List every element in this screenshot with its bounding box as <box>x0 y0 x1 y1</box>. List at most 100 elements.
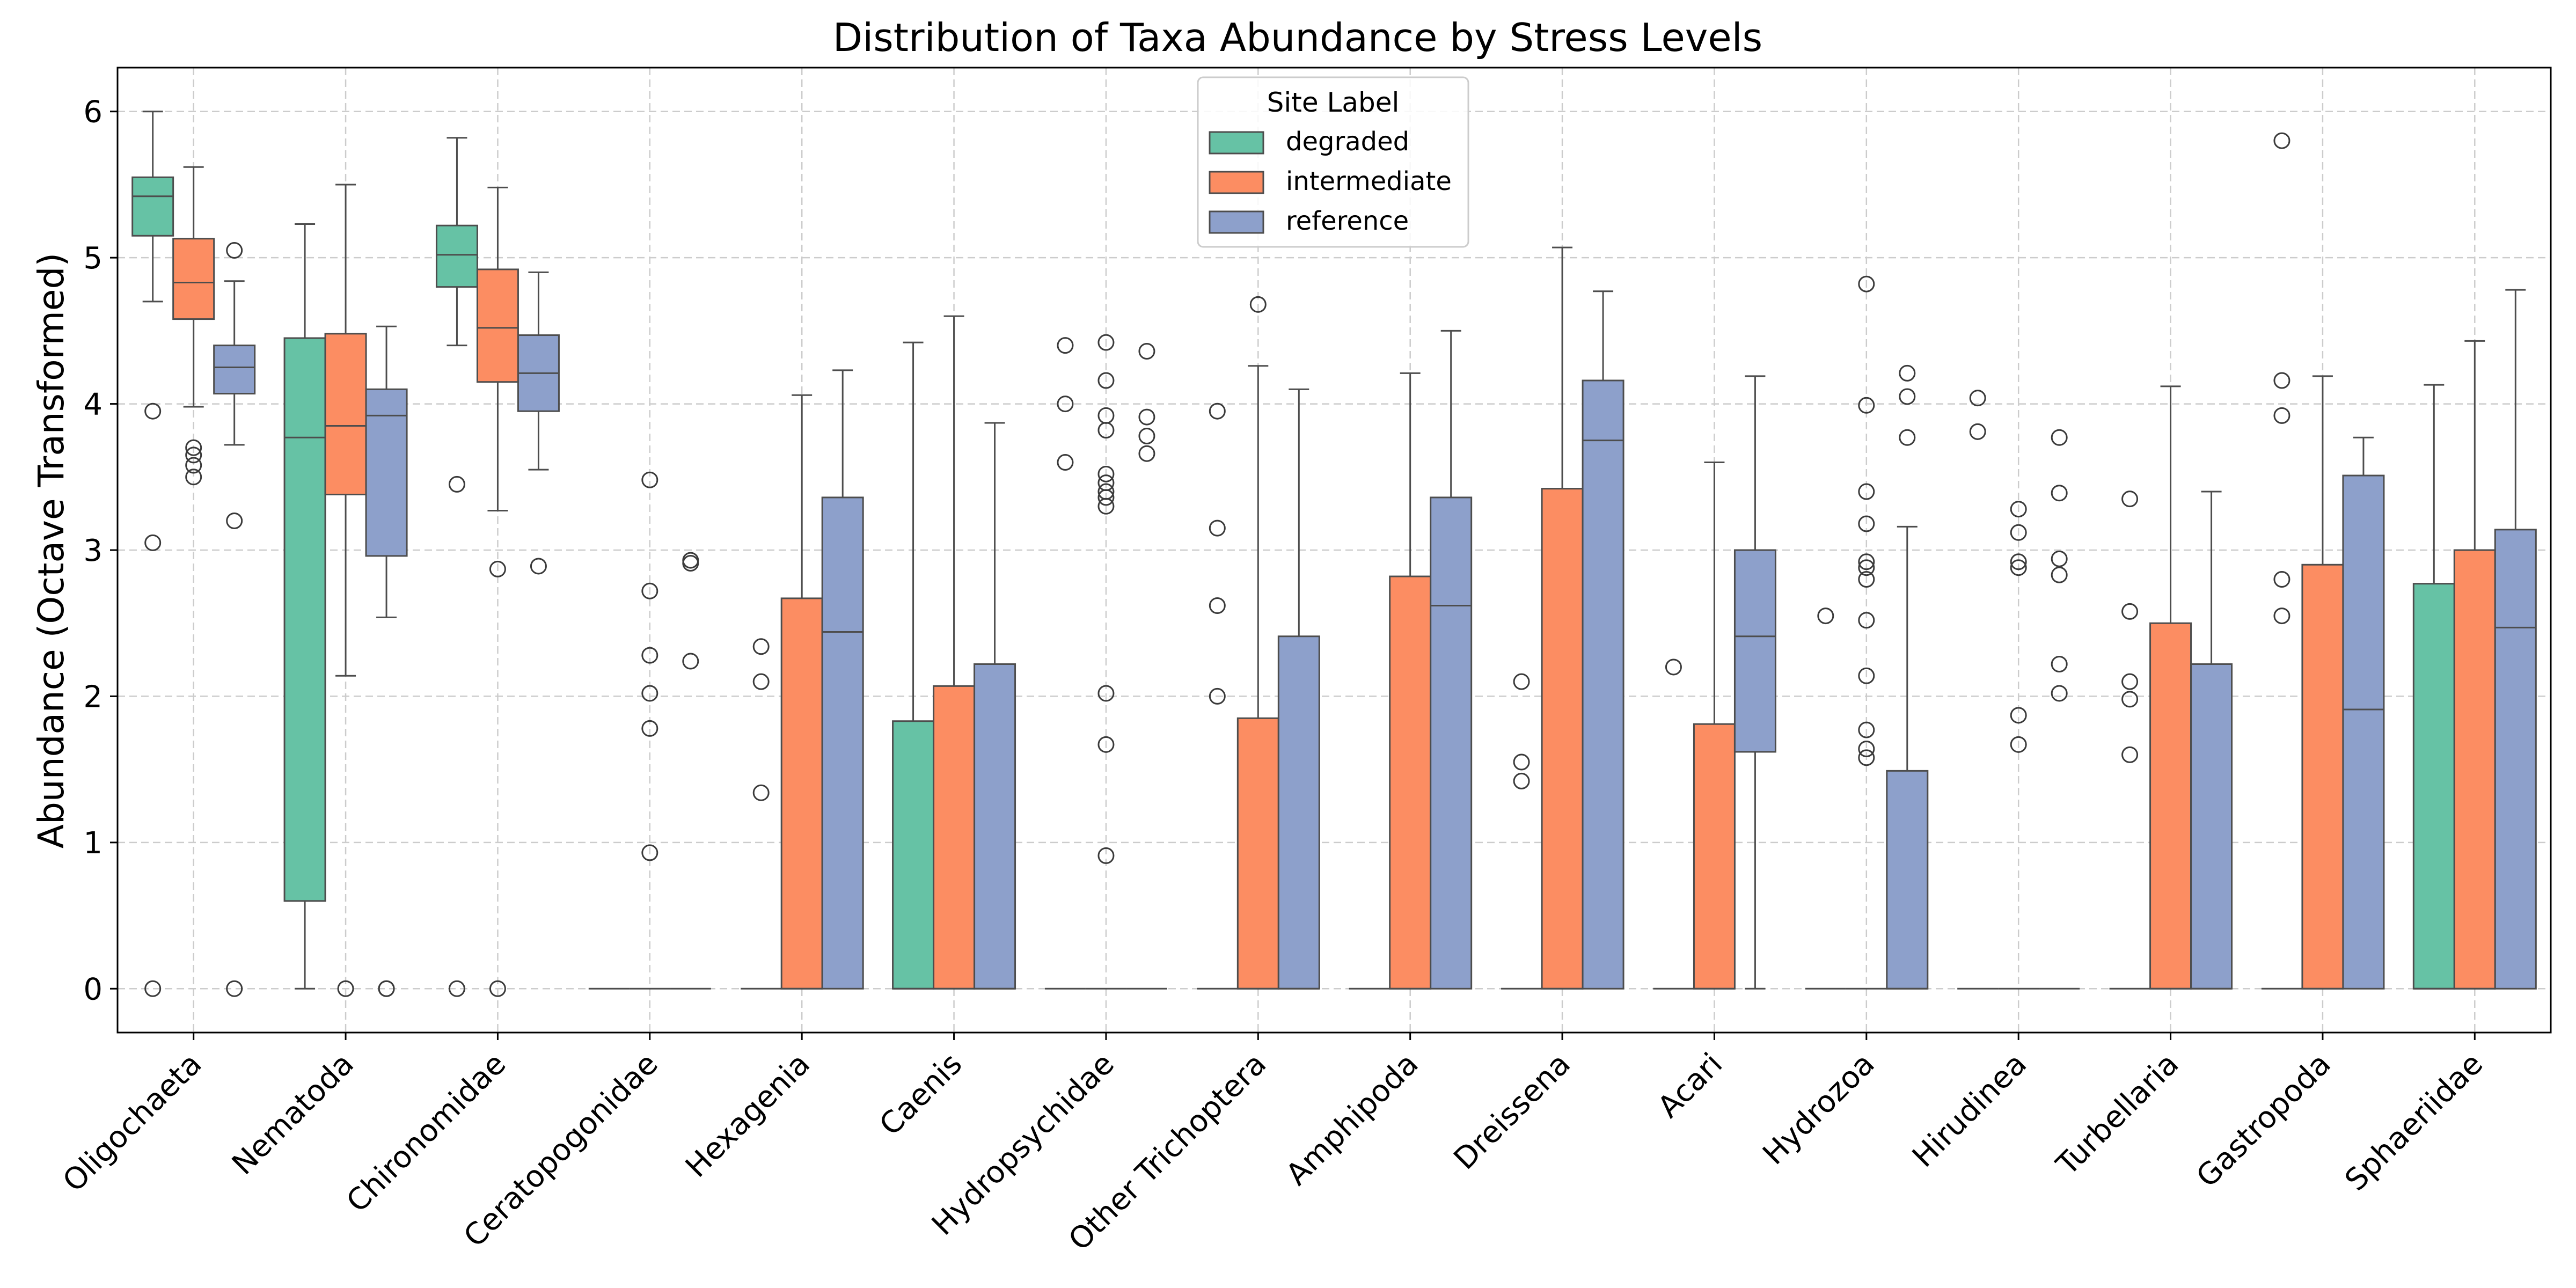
outlier-point <box>2121 746 2139 763</box>
outlier-point <box>1097 334 1115 351</box>
x-axis: Oligochaeta NematodaChironomidaeCeratopog… <box>56 1033 2490 1257</box>
box-reference <box>1733 549 1776 753</box>
legend-label-reference: reference <box>1286 206 1409 236</box>
box-intermediate <box>1541 488 1584 990</box>
outlier-point <box>1209 519 1226 537</box>
outlier-point <box>752 673 770 690</box>
outlier-point <box>2121 491 2139 508</box>
outlier-point <box>185 447 202 464</box>
outlier-point <box>1097 685 1115 702</box>
outlier-point <box>1138 408 1155 426</box>
outlier-point <box>1057 454 1074 471</box>
box-intermediate <box>324 333 367 495</box>
box-reference <box>2342 474 2385 990</box>
outlier-point <box>2121 673 2139 690</box>
outlier-point <box>1097 497 1115 515</box>
outlier-point <box>1858 483 1875 500</box>
outlier-point <box>1858 275 1875 292</box>
legend-label-degraded: degraded <box>1286 127 1409 157</box>
y-tick-label: 4 <box>83 387 103 422</box>
outlier-point <box>1513 673 1530 690</box>
box-intermediate <box>933 685 976 990</box>
box-intermediate <box>1236 717 1279 990</box>
box-degraded <box>892 720 935 990</box>
outlier-point <box>448 980 465 997</box>
series-intermediate <box>172 166 2496 997</box>
box-intermediate <box>1693 723 1736 990</box>
box-reference <box>2494 529 2537 990</box>
legend-swatch-degraded <box>1209 131 1264 155</box>
outlier-point <box>2051 685 2068 702</box>
outlier-point <box>641 685 658 702</box>
outlier-point <box>1899 388 1916 405</box>
extra-outliers <box>226 132 2290 997</box>
chart-title: Distribution of Taxa Abundance by Stress… <box>833 15 1762 60</box>
outlier-point <box>1138 445 1155 462</box>
box-degraded <box>131 176 174 237</box>
x-tick-label: Nematoda <box>225 1046 361 1182</box>
x-tick-label: Sphaeriidae <box>2338 1046 2490 1198</box>
outlier-point <box>1097 489 1115 506</box>
x-tick-label: Acari <box>1651 1046 1730 1125</box>
outlier-point <box>1057 396 1074 413</box>
x-tick-label: Gastropoda <box>2190 1046 2337 1194</box>
outlier-point <box>1209 402 1226 420</box>
outlier-point <box>2121 691 2139 708</box>
outlier-point <box>378 980 395 997</box>
outlier-point <box>1209 687 1226 705</box>
y-tick-label: 6 <box>83 95 103 130</box>
box-intermediate <box>1389 575 1432 990</box>
legend-title: Site Label <box>1267 87 1400 118</box>
outlier-point <box>226 242 243 259</box>
outlier-point <box>641 720 658 737</box>
outlier-point <box>1249 296 1267 313</box>
outlier-point <box>1969 390 1986 407</box>
outlier-point <box>448 475 465 493</box>
outlier-point <box>2051 485 2068 502</box>
outlier-point <box>1097 372 1115 389</box>
outlier-point <box>1858 559 1875 576</box>
outlier-point <box>1057 337 1074 354</box>
outlier-point <box>1513 772 1530 789</box>
outlier-point <box>1097 422 1115 439</box>
outlier-point <box>337 980 354 997</box>
x-tick-label: Chironomidae <box>340 1046 513 1219</box>
x-tick-label: Hydrozoa <box>1756 1046 1881 1172</box>
outlier-point <box>2051 550 2068 567</box>
box-intermediate <box>476 268 519 383</box>
outlier-point <box>1899 429 1916 446</box>
box-intermediate <box>2301 564 2344 990</box>
box-degraded <box>2412 583 2455 990</box>
box-degraded <box>435 224 478 288</box>
legend-box <box>1197 76 1469 248</box>
box-degraded <box>283 337 326 902</box>
box-intermediate <box>172 238 215 320</box>
box-intermediate <box>2453 549 2496 990</box>
outlier-point <box>530 558 547 575</box>
y-axis: 0 1 2 3 4 5 6 <box>83 95 118 1007</box>
outlier-point <box>682 653 699 670</box>
outlier-point <box>1097 736 1115 753</box>
legend-swatch-reference <box>1209 210 1264 234</box>
outlier-point <box>1858 740 1875 757</box>
x-tick-label: Hexagenia <box>679 1046 817 1184</box>
outlier-point <box>1858 721 1875 738</box>
outlier-point <box>2010 553 2027 570</box>
x-tick-label: Oligochaeta <box>56 1046 209 1199</box>
outlier-point <box>2051 566 2068 583</box>
outlier-point <box>1858 612 1875 629</box>
outlier-point <box>2010 736 2027 753</box>
outlier-point <box>185 439 202 456</box>
outlier-point <box>2010 559 2027 576</box>
box-intermediate <box>2149 622 2192 990</box>
outlier-point <box>1138 428 1155 445</box>
box-reference <box>1277 635 1320 990</box>
outlier-point <box>1817 608 1834 625</box>
outlier-point <box>1097 847 1115 864</box>
outlier-point <box>1858 749 1875 766</box>
outlier-point <box>641 647 658 664</box>
outlier-point <box>144 402 162 420</box>
legend: Site Label degraded intermediate reference <box>1197 76 1469 248</box>
outlier-point <box>1209 597 1226 614</box>
series-reference <box>213 242 2537 997</box>
